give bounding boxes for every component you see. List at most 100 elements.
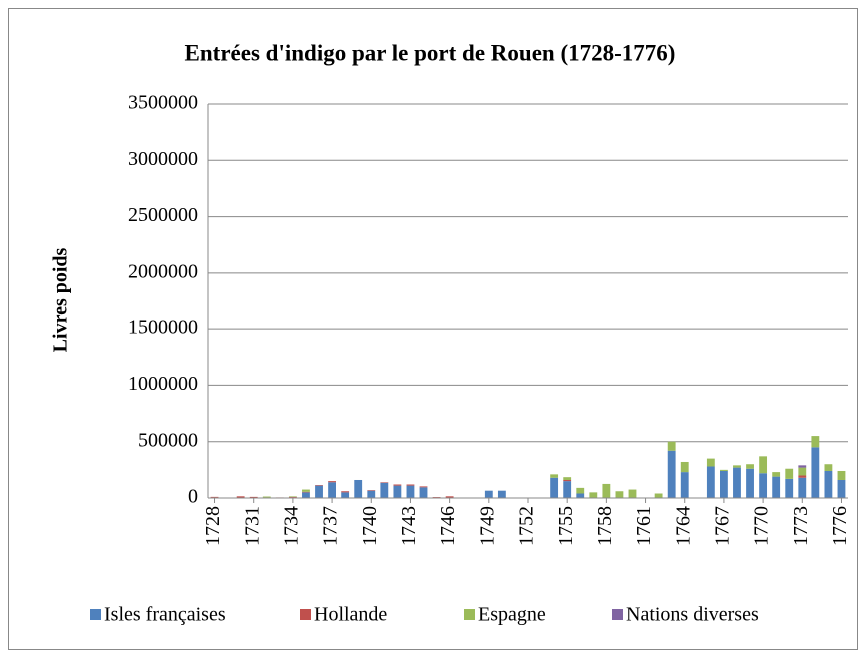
legend-label: Isles françaises	[104, 604, 226, 626]
bar-segment	[367, 490, 376, 498]
bar-segment	[380, 482, 389, 498]
bar-segment	[302, 491, 310, 493]
bar-segment	[798, 465, 807, 468]
bar-segment	[667, 450, 676, 498]
bar-segment	[236, 496, 245, 498]
x-tick-label: 1761	[633, 506, 655, 546]
legend-label: Espagne	[478, 604, 546, 626]
bar-segment	[837, 470, 846, 480]
bar-segment	[798, 477, 807, 498]
bar-segment	[393, 485, 402, 498]
x-tick-label: 1776	[829, 506, 851, 546]
bar-segment	[824, 470, 833, 498]
bar-segment	[589, 492, 598, 498]
bar-segment	[445, 496, 454, 498]
x-tick-label: 1752	[516, 506, 538, 546]
bar-segment	[824, 464, 833, 471]
bar-segment	[746, 464, 754, 469]
bar-segment	[328, 481, 336, 483]
x-tick-label: 1767	[712, 506, 734, 546]
bar-segment	[328, 482, 336, 498]
x-tick-label: 1758	[594, 506, 616, 546]
bar-segment	[785, 478, 794, 498]
bar-segment	[576, 487, 585, 494]
bar-segment	[550, 474, 559, 478]
legend-swatch	[300, 609, 311, 620]
bar-segment	[497, 490, 506, 498]
y-axis-label: Livres poids	[50, 247, 72, 352]
bar-segment	[367, 490, 376, 491]
y-tick-label: 3000000	[128, 148, 198, 170]
chart-title: Entrées d'indigo par le port de Rouen (1…	[185, 40, 676, 65]
y-tick-label: 0	[188, 486, 198, 508]
bar-segment	[772, 472, 781, 477]
bar-segment	[733, 465, 741, 468]
bar-segment	[654, 493, 663, 498]
x-tick-label: 1773	[790, 506, 812, 546]
bar-segment	[667, 441, 676, 451]
bar-segment	[563, 479, 572, 482]
legend-swatch	[464, 609, 475, 620]
bar-segment	[759, 456, 768, 474]
x-tick-label: 1749	[476, 506, 498, 546]
bar-segment	[484, 490, 493, 498]
bar-segment	[302, 489, 310, 492]
x-tick-label: 1734	[280, 506, 302, 546]
bar-segment	[406, 484, 415, 486]
bar-segment	[210, 496, 219, 498]
y-tick-label: 3500000	[128, 92, 198, 114]
bar-segment	[563, 481, 572, 498]
bar-segment	[772, 476, 781, 498]
bar-segment	[576, 493, 585, 498]
bar-segment	[419, 486, 428, 488]
bar-segment	[720, 470, 728, 498]
bar-segment	[262, 496, 271, 498]
x-tick-label: 1770	[751, 506, 773, 546]
bar-segment	[811, 447, 820, 498]
x-tick-label: 1755	[555, 506, 577, 546]
bar-segment	[759, 473, 768, 498]
y-tick-label: 500000	[138, 429, 198, 451]
bar-segment	[602, 483, 611, 498]
bar-segment	[288, 496, 297, 498]
y-tick-label: 2500000	[128, 204, 198, 226]
bar-segment	[706, 466, 715, 498]
bar-segment	[837, 479, 846, 498]
bar-segment	[811, 436, 820, 448]
bar-segment	[341, 491, 350, 493]
bar-segment	[563, 477, 572, 480]
bar-segment	[798, 475, 807, 478]
bar-segment	[785, 468, 794, 479]
x-tick-label: 1728	[202, 506, 224, 546]
bar-segment	[628, 489, 637, 498]
legend-swatch	[612, 609, 623, 620]
x-tick-label: 1737	[320, 506, 342, 546]
bar-segment	[380, 482, 389, 483]
bar-segment	[406, 485, 415, 498]
bar-segment	[706, 458, 715, 467]
bar-segment	[288, 496, 297, 497]
bar-segment	[550, 477, 559, 498]
x-tick-label: 1731	[241, 506, 263, 546]
y-tick-label: 2000000	[128, 260, 198, 282]
bar-segment	[680, 472, 689, 498]
x-tick-label: 1746	[437, 506, 459, 546]
bar-segment	[354, 479, 363, 498]
bar-segment	[746, 468, 754, 498]
bar-segment	[798, 467, 807, 476]
bar-segment	[341, 492, 350, 498]
bar-segment	[680, 461, 689, 473]
bar-segment	[249, 496, 258, 498]
y-tick-label: 1000000	[128, 373, 198, 395]
bar-segment	[302, 492, 310, 498]
legend-label: Nations diverses	[626, 604, 759, 626]
x-tick-label: 1743	[398, 506, 420, 546]
x-tick-label: 1764	[672, 506, 694, 546]
bar-segment	[393, 484, 402, 486]
legend-swatch	[90, 609, 101, 620]
bar-segment	[419, 487, 428, 498]
bar-segment	[733, 467, 741, 498]
bar-segment	[615, 491, 624, 498]
bar-segment	[315, 485, 323, 486]
